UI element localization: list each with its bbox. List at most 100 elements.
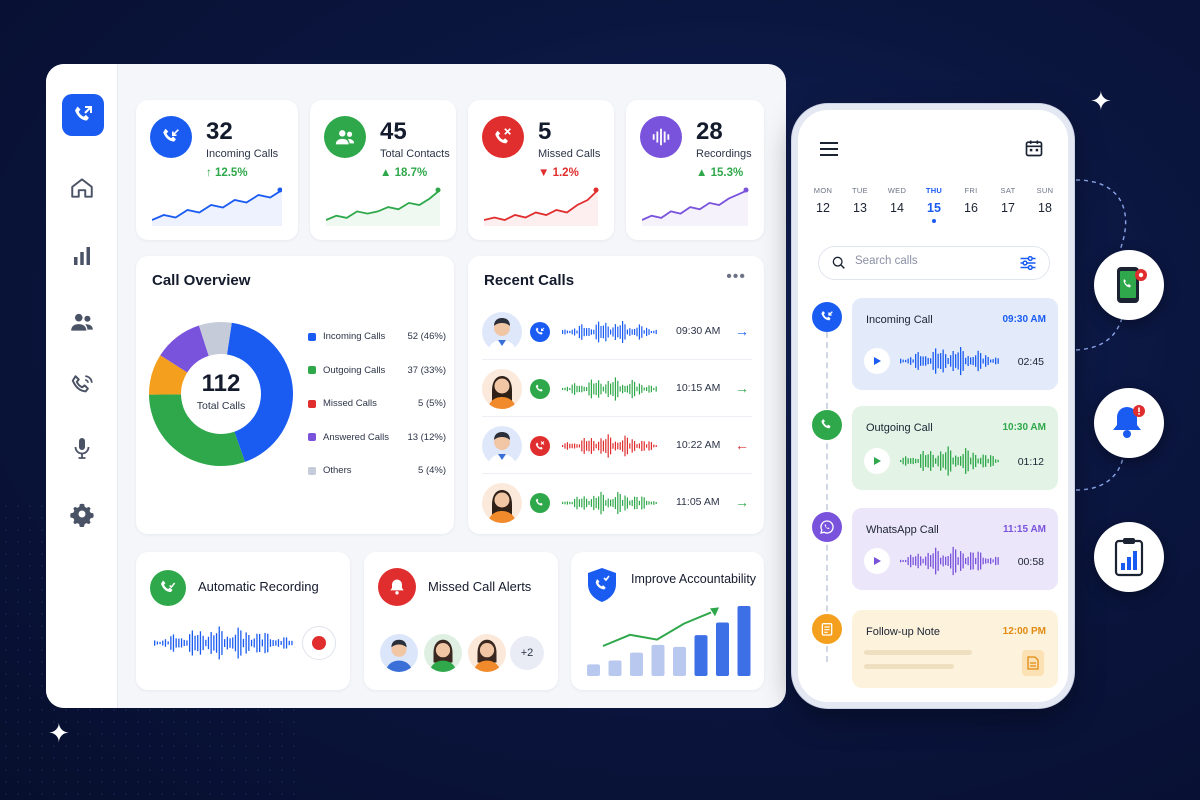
waveform-bar bbox=[154, 640, 156, 646]
waveform-bar bbox=[566, 386, 568, 392]
waveform-bar bbox=[598, 321, 600, 343]
waveform-bar bbox=[240, 630, 242, 656]
waveform-bar bbox=[576, 330, 578, 334]
play-button[interactable] bbox=[864, 548, 890, 574]
call-direction-arrow[interactable]: → bbox=[735, 380, 749, 396]
waveform-bar bbox=[972, 552, 974, 570]
recent-call-row[interactable]: 09:30 AM → bbox=[482, 304, 752, 360]
timeline-card[interactable]: Follow-up Note 12:00 PM bbox=[852, 610, 1058, 688]
calendar-day[interactable]: SUN 18 bbox=[1030, 186, 1060, 215]
waveform-bar bbox=[927, 552, 929, 570]
waveform-bar bbox=[571, 501, 573, 505]
waveform-bar bbox=[566, 442, 568, 450]
stat-value: 5 bbox=[538, 118, 552, 145]
calendar-day[interactable]: THU 15 bbox=[919, 186, 949, 223]
waveform-bar bbox=[932, 352, 934, 370]
stat-card[interactable]: 28 Recordings ▲ 15.3% bbox=[626, 100, 764, 240]
legend-value: 5 (5%) bbox=[418, 398, 446, 410]
outgoing-call-icon bbox=[530, 493, 550, 513]
calendar-day[interactable]: FRI 16 bbox=[956, 186, 986, 215]
more-avatars-badge[interactable]: +2 bbox=[510, 636, 544, 670]
calendar-day[interactable]: WED 14 bbox=[882, 186, 912, 215]
microphone-icon[interactable] bbox=[68, 434, 96, 462]
timeline-card[interactable]: WhatsApp Call 11:15 AM 00:58 bbox=[852, 508, 1058, 590]
waveform-bar bbox=[610, 499, 612, 507]
waveform-bar bbox=[221, 631, 223, 655]
waveform-bar bbox=[564, 387, 566, 391]
dashboard-window: 32 Incoming Calls ↑ 12.5% 45 Total Conta… bbox=[46, 64, 786, 708]
waveform-bar bbox=[194, 635, 196, 651]
stat-card[interactable]: 45 Total Contacts ▲ 18.7% bbox=[310, 100, 456, 240]
stat-change: ▲ 15.3% bbox=[696, 167, 744, 179]
waveform-bar bbox=[605, 500, 607, 506]
calls-icon[interactable] bbox=[68, 372, 96, 400]
stat-card[interactable]: 32 Incoming Calls ↑ 12.5% bbox=[136, 100, 298, 240]
legend-value: 52 (46%) bbox=[407, 331, 446, 343]
recent-calls-title: Recent Calls bbox=[484, 272, 575, 289]
waveform-bar bbox=[607, 381, 609, 397]
recent-call-row[interactable]: 10:22 AM ← bbox=[482, 418, 752, 474]
waveform-bar bbox=[653, 444, 655, 448]
waveform-bar bbox=[917, 459, 919, 463]
waveform-bar bbox=[631, 379, 633, 399]
legend-item: Answered Calls 13 (12%) bbox=[308, 421, 446, 455]
waveform-bar bbox=[275, 640, 277, 646]
call-direction-arrow[interactable]: ← bbox=[735, 437, 749, 453]
timeline-duration: 01:12 bbox=[1017, 456, 1044, 468]
waveform-bar bbox=[280, 641, 282, 645]
waveform-bar bbox=[641, 326, 643, 338]
filter-icon[interactable] bbox=[1019, 255, 1037, 271]
home-icon[interactable] bbox=[68, 174, 96, 202]
timeline-time: 10:30 AM bbox=[1002, 422, 1046, 433]
timeline-card[interactable]: Incoming Call 09:30 AM 02:45 bbox=[852, 298, 1058, 390]
waveform-bar bbox=[636, 327, 638, 337]
timeline-card[interactable]: Outgoing Call 10:30 AM 01:12 bbox=[852, 406, 1058, 490]
sparkline-end-point bbox=[743, 187, 749, 193]
waveform-bar bbox=[648, 385, 650, 393]
day-name: THU bbox=[925, 186, 943, 195]
waveform-bar bbox=[576, 444, 578, 448]
calendar-day[interactable]: MON 12 bbox=[808, 186, 838, 215]
waveform-bar bbox=[291, 640, 293, 646]
contacts-icon[interactable] bbox=[68, 308, 96, 336]
waveform-bar bbox=[915, 458, 917, 464]
day-name: MON bbox=[813, 186, 833, 195]
more-horizontal-icon[interactable]: ••• bbox=[726, 268, 746, 285]
waveform-bar bbox=[614, 441, 616, 451]
stat-label: Recordings bbox=[696, 148, 752, 160]
waveform-bar bbox=[619, 494, 621, 512]
donut-slice bbox=[160, 325, 209, 373]
play-button[interactable] bbox=[864, 348, 890, 374]
document-icon[interactable] bbox=[1022, 650, 1044, 676]
waveform-bar bbox=[940, 353, 942, 369]
call-direction-arrow[interactable]: → bbox=[735, 323, 749, 339]
hamburger-menu-icon[interactable] bbox=[820, 142, 838, 156]
waveform-bar bbox=[935, 547, 937, 575]
record-button[interactable] bbox=[302, 626, 336, 660]
waveform-bar bbox=[612, 382, 614, 396]
recent-call-row[interactable]: 11:05 AM → bbox=[482, 475, 752, 531]
play-icon bbox=[874, 557, 881, 565]
waveform-bar bbox=[641, 385, 643, 393]
waveform-bar bbox=[902, 457, 904, 465]
calendar-day[interactable]: SAT 17 bbox=[993, 186, 1023, 215]
search-input[interactable] bbox=[855, 255, 1005, 267]
waveform-bar bbox=[636, 497, 638, 509]
play-button[interactable] bbox=[864, 448, 890, 474]
recent-call-row[interactable]: 10:15 AM → bbox=[482, 361, 752, 417]
waveform-bar bbox=[595, 443, 597, 449]
stat-card[interactable]: 5 Missed Calls ▼ 1.2% bbox=[468, 100, 614, 240]
app-logo[interactable] bbox=[62, 94, 104, 136]
call-direction-arrow[interactable]: → bbox=[735, 494, 749, 510]
waveform-bar bbox=[576, 385, 578, 393]
missed-call-icon bbox=[482, 116, 524, 158]
analytics-icon[interactable] bbox=[68, 242, 96, 270]
waveform-bar bbox=[590, 499, 592, 507]
day-number: 18 bbox=[1038, 201, 1052, 215]
missed-call-alerts-title: Missed Call Alerts bbox=[428, 579, 532, 594]
calendar-day[interactable]: TUE 13 bbox=[845, 186, 875, 215]
waveform-bar bbox=[172, 634, 175, 652]
calendar-icon[interactable] bbox=[1024, 138, 1044, 163]
day-name: TUE bbox=[852, 186, 868, 195]
settings-icon[interactable] bbox=[68, 500, 96, 528]
